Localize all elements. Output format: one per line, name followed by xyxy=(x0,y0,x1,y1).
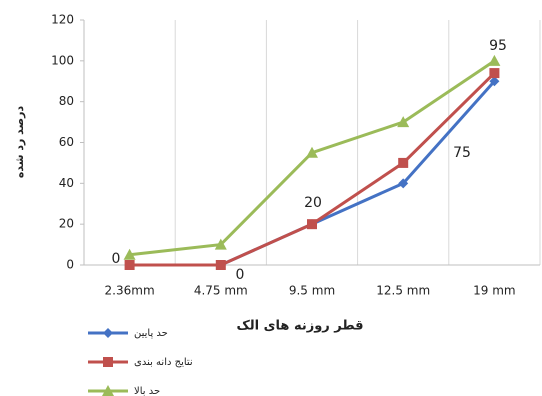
series-line xyxy=(129,80,496,267)
annotation: 0 xyxy=(236,267,245,283)
data-point xyxy=(397,116,410,128)
annotation: 95 xyxy=(489,38,507,54)
data-point xyxy=(398,178,409,189)
data-point xyxy=(215,260,226,270)
legend-marker xyxy=(103,357,113,367)
series-line xyxy=(129,72,496,267)
data-point xyxy=(306,146,318,158)
y-tick-label: 0 xyxy=(66,258,74,272)
data-point xyxy=(488,54,501,66)
x-axis-label: قطر روزنه های الک xyxy=(236,319,363,334)
y-tick-label: 20 xyxy=(59,217,74,231)
x-tick-label: 19 mm xyxy=(473,284,515,298)
legend-label: حد بالا xyxy=(134,386,160,396)
legend-marker xyxy=(102,385,114,396)
x-tick-label: 12.5 mm xyxy=(376,284,430,298)
x-tick-label: 9.5 mm xyxy=(289,284,335,298)
y-tick-label: 40 xyxy=(59,176,74,190)
legend-marker xyxy=(103,328,113,338)
y-axis-label: درصد رد شده xyxy=(13,106,26,179)
y-tick-label: 80 xyxy=(59,94,74,108)
legend-label: نتایج دانه بندی xyxy=(134,357,193,368)
y-tick-label: 120 xyxy=(51,13,74,27)
legend-label: حد پایین xyxy=(134,328,168,339)
y-tick-label: 60 xyxy=(59,135,74,149)
data-point xyxy=(489,76,500,87)
annotation: 0 xyxy=(112,251,121,267)
data-point xyxy=(123,248,136,260)
data-point xyxy=(214,238,227,250)
y-tick-label: 100 xyxy=(51,53,74,67)
annotation: 75 xyxy=(453,145,471,161)
x-tick-label: 4.75 mm xyxy=(194,284,248,298)
data-point xyxy=(489,68,500,79)
annotation: 20 xyxy=(304,195,322,211)
data-point xyxy=(124,260,135,270)
data-point xyxy=(307,219,317,230)
x-tick-label: 2.36mm xyxy=(105,284,155,298)
data-point xyxy=(398,157,409,168)
